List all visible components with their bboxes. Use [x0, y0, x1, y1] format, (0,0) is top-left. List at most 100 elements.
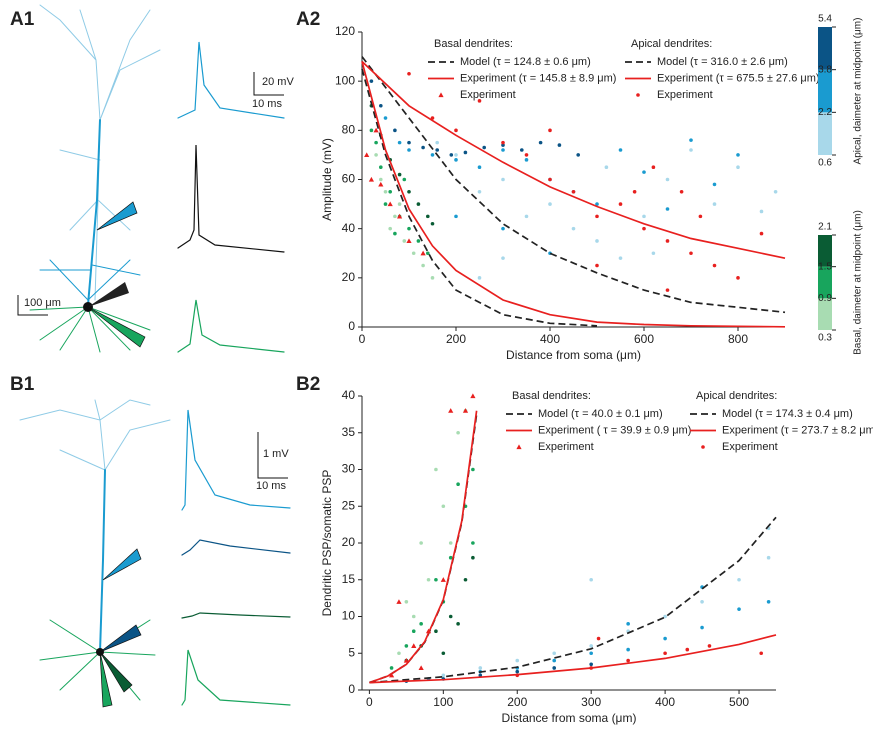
data-point [595, 214, 599, 219]
data-point [501, 140, 505, 145]
data-point [379, 177, 383, 182]
legend-swatch [636, 93, 640, 97]
colorbar-label: Basal, daimeter at midpoint (μm) [853, 210, 864, 355]
fit-line [369, 634, 777, 684]
data-point [407, 226, 411, 231]
data-point [482, 145, 487, 150]
data-point [626, 622, 630, 626]
data-point [387, 201, 393, 207]
data-point [396, 599, 402, 604]
data-point [626, 647, 630, 652]
data-point [595, 239, 599, 243]
x-tick-label: 200 [507, 695, 527, 709]
colorbar-band [818, 235, 832, 267]
data-point [477, 165, 482, 170]
data-point [420, 250, 426, 256]
y-axis-label: Amplitude (mV) [320, 138, 334, 221]
data-point [407, 71, 411, 76]
fit-line [361, 68, 598, 327]
data-point [477, 276, 482, 280]
data-point [419, 541, 423, 545]
data-point [477, 189, 482, 194]
y-tick-label: 20 [342, 535, 356, 549]
data-point [456, 430, 460, 435]
legend-label: Experiment (τ = 145.8 ± 8.9 μm) [460, 72, 616, 84]
x-tick-label: 0 [366, 695, 373, 709]
colorbar-tick-label: 2.2 [818, 107, 832, 118]
data-point [397, 213, 403, 219]
data-point [449, 153, 454, 157]
scale-label: 20 mV [262, 76, 294, 88]
legend-heading: Apical dendrites: [631, 38, 712, 50]
data-point [374, 153, 378, 157]
data-point [407, 148, 411, 152]
data-point [766, 600, 771, 604]
data-point [407, 189, 411, 194]
data-point [576, 153, 580, 157]
data-point [374, 140, 378, 145]
data-point [435, 148, 440, 152]
colorbar-band [818, 27, 832, 70]
data-point [426, 251, 430, 256]
legend-swatch [701, 445, 705, 449]
legend-label: Experiment (τ = 273.7 ± 8.2 μm) [722, 424, 873, 436]
data-point [471, 541, 475, 545]
fit-line [369, 410, 478, 684]
data-point [524, 153, 529, 157]
scale-label: 1 mV [263, 448, 289, 460]
fit-line [369, 414, 478, 684]
data-point [478, 666, 483, 670]
data-point [515, 658, 520, 663]
legend-label: Experiment (τ = 675.5 ± 27.6 μm) [657, 72, 820, 84]
colorbar-tick-label: 0.3 [818, 333, 832, 344]
data-point [651, 251, 656, 256]
neuron-b1 [19, 399, 291, 708]
fit-line [361, 56, 786, 314]
y-tick-label: 0 [348, 319, 355, 333]
data-point [440, 577, 446, 582]
legend-label: Experiment ( τ = 39.9 ± 0.9 μm) [538, 424, 691, 436]
data-point [430, 276, 435, 280]
y-tick-label: 15 [342, 572, 356, 586]
data-point [388, 226, 393, 231]
data-point [552, 658, 557, 663]
data-point [454, 153, 458, 157]
data-point [369, 128, 374, 133]
colorbar-band [818, 298, 832, 330]
data-point [418, 665, 424, 671]
data-point [471, 467, 475, 472]
scale-label: 10 ms [252, 98, 282, 110]
data-point [379, 165, 383, 170]
data-point [737, 607, 741, 611]
data-point [548, 177, 552, 182]
data-point [407, 140, 411, 145]
x-tick-label: 600 [634, 332, 654, 346]
data-point [618, 202, 623, 206]
data-point [463, 150, 468, 155]
data-point [665, 288, 670, 292]
data-point [589, 651, 593, 656]
data-point [430, 221, 435, 226]
data-point [515, 669, 520, 674]
x-axis-label: Distance from soma (μm) [502, 711, 637, 725]
data-point [589, 662, 593, 667]
data-point [766, 555, 771, 560]
data-point [736, 276, 740, 280]
data-point [589, 666, 593, 670]
data-point [736, 153, 740, 157]
legend-label: Experiment [657, 89, 713, 101]
data-point [689, 148, 693, 152]
legend-swatch [516, 444, 522, 450]
colorbar-tick-label: 0.6 [818, 158, 832, 169]
y-tick-label: 5 [348, 645, 355, 659]
data-point [589, 577, 593, 582]
y-tick-label: 25 [342, 498, 356, 512]
data-point [571, 189, 576, 194]
panel-label: B1 [10, 374, 35, 395]
y-tick-label: 20 [342, 270, 356, 284]
colorbar-tick-label: 5.4 [818, 14, 832, 25]
data-point [388, 189, 393, 194]
data-point [416, 239, 421, 243]
data-point [707, 644, 712, 648]
colorbar-band [818, 112, 832, 155]
